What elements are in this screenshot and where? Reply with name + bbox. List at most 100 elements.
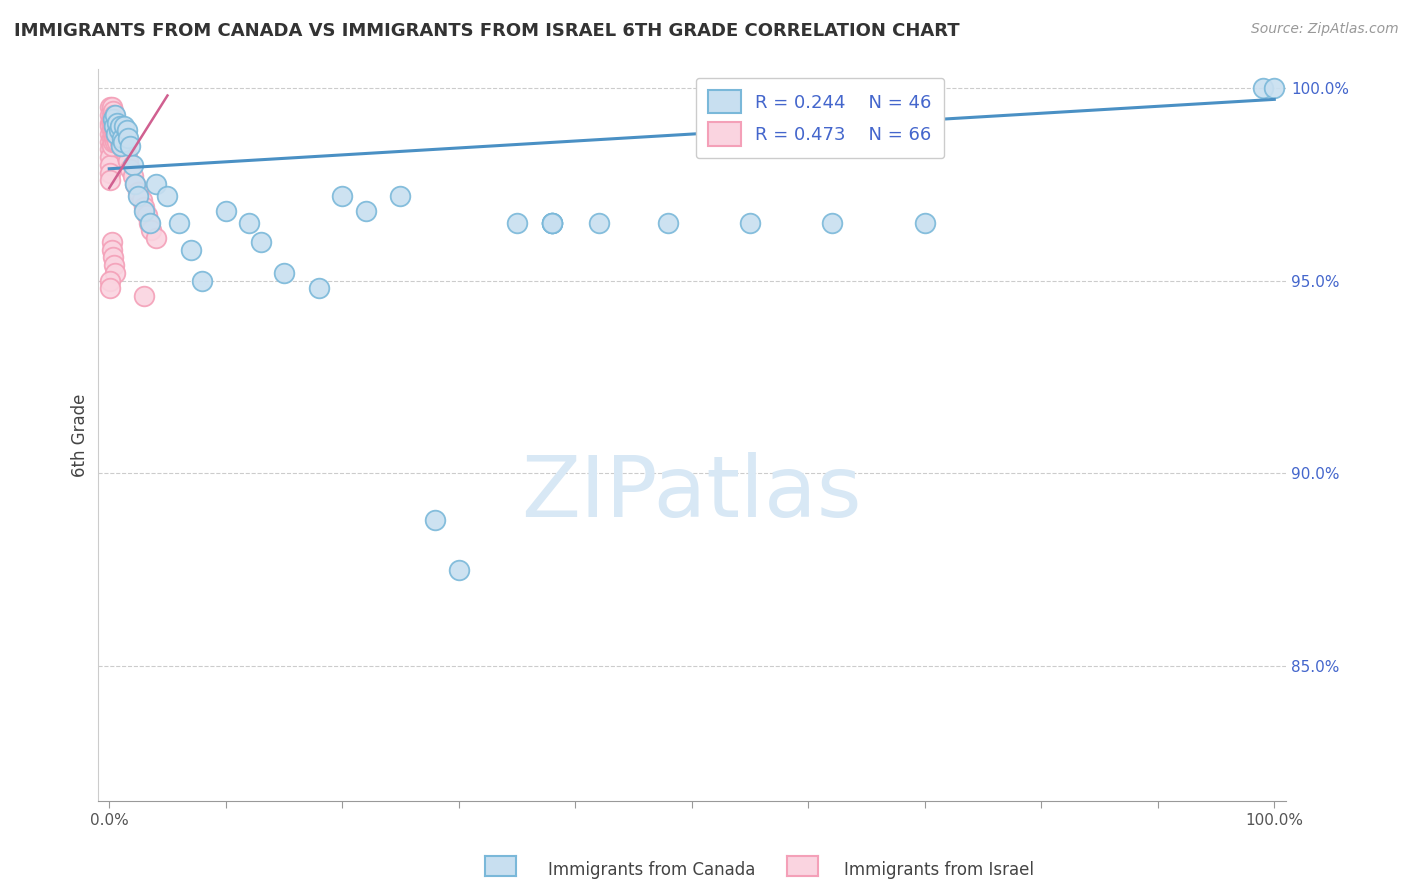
Point [141, 223, 163, 237]
Point [115, 123, 138, 137]
Point [120, 161, 142, 176]
Point [101, 127, 124, 141]
Point [105, 115, 128, 129]
Point [820, 216, 842, 230]
Point [738, 216, 761, 230]
Point [103, 123, 125, 137]
Point [110, 138, 132, 153]
Point [115, 150, 138, 164]
Point [108, 135, 131, 149]
Point [107, 123, 129, 137]
Point [101, 135, 124, 149]
Point [134, 289, 156, 303]
Point [108, 127, 131, 141]
Point [107, 131, 129, 145]
Point [127, 185, 149, 199]
Legend: R = 0.244    N = 46, R = 0.473    N = 66: R = 0.244 N = 46, R = 0.473 N = 66 [696, 78, 945, 158]
Point [103, 120, 125, 134]
Point [117, 131, 139, 145]
Point [101, 112, 124, 126]
Point [100, 166, 122, 180]
Point [541, 216, 564, 230]
Point [100, 274, 122, 288]
Y-axis label: 6th Grade: 6th Grade [72, 393, 89, 476]
Point [108, 120, 131, 134]
Point [105, 127, 128, 141]
Point [100, 143, 122, 157]
Point [104, 120, 127, 134]
Point [105, 135, 128, 149]
Point [330, 188, 353, 202]
Point [110, 138, 132, 153]
Point [104, 127, 127, 141]
Point [107, 123, 129, 137]
Point [506, 216, 529, 230]
Point [657, 216, 679, 230]
Point [180, 243, 202, 257]
Point [104, 135, 127, 149]
Point [105, 123, 128, 137]
Point [425, 513, 447, 527]
Point [389, 188, 412, 202]
Point [249, 235, 271, 249]
Point [541, 216, 564, 230]
Point [100, 150, 122, 164]
Point [100, 127, 122, 141]
Point [134, 200, 156, 214]
Point [138, 216, 160, 230]
Text: Source: ZipAtlas.com: Source: ZipAtlas.com [1251, 22, 1399, 37]
Point [588, 216, 610, 230]
Point [103, 131, 125, 145]
Point [103, 258, 125, 272]
Point [447, 563, 470, 577]
Point [914, 216, 936, 230]
Point [156, 188, 179, 202]
Point [101, 103, 124, 118]
Point [135, 208, 157, 222]
Point [100, 281, 122, 295]
Point [111, 135, 134, 149]
Point [1263, 80, 1285, 95]
Point [112, 135, 135, 149]
Point [238, 216, 260, 230]
Point [101, 251, 124, 265]
Text: ZIPatlas: ZIPatlas [522, 452, 862, 535]
Text: Immigrants from Canada: Immigrants from Canada [548, 861, 755, 879]
Point [105, 127, 128, 141]
Point [112, 138, 135, 153]
Point [127, 188, 149, 202]
Point [121, 169, 143, 184]
Point [114, 146, 136, 161]
Point [273, 266, 295, 280]
Point [100, 115, 122, 129]
Point [541, 216, 564, 230]
Point [100, 138, 122, 153]
Point [308, 281, 330, 295]
Point [111, 131, 134, 145]
Point [100, 135, 122, 149]
Point [105, 115, 128, 129]
Point [100, 131, 122, 145]
Point [100, 115, 122, 129]
Point [101, 112, 124, 126]
Point [103, 115, 125, 129]
Point [131, 193, 153, 207]
Point [103, 108, 125, 122]
Point [139, 216, 162, 230]
Point [100, 108, 122, 122]
Point [110, 131, 132, 145]
Point [100, 173, 122, 187]
Point [100, 123, 122, 137]
Text: IMMIGRANTS FROM CANADA VS IMMIGRANTS FROM ISRAEL 6TH GRADE CORRELATION CHART: IMMIGRANTS FROM CANADA VS IMMIGRANTS FRO… [14, 22, 960, 40]
Point [105, 120, 128, 134]
Point [104, 112, 127, 126]
Point [112, 143, 135, 157]
Point [191, 274, 214, 288]
Point [100, 235, 122, 249]
Point [104, 266, 127, 280]
Point [100, 120, 122, 134]
Point [134, 204, 156, 219]
Point [215, 204, 238, 219]
Point [124, 177, 146, 191]
Point [1251, 80, 1274, 95]
